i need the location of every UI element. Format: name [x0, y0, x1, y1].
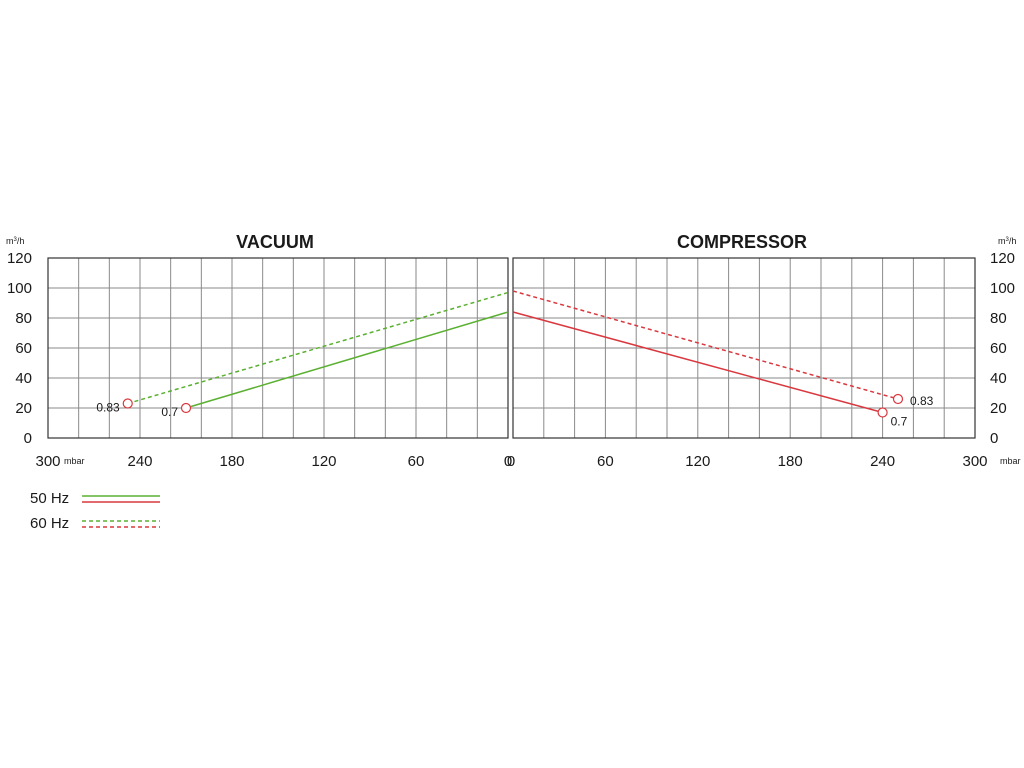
x-tick-label: 0	[507, 453, 515, 470]
chart-panel-vacuum: VACUUM 300 240 180 120 60 0 mbar 120 100 80 60 40 20 0…	[6, 232, 512, 470]
series-line-50hz-solid	[512, 311, 883, 414]
y-tick-label: 80	[15, 310, 32, 327]
plot-frame	[512, 257, 976, 439]
series-line-50hz-solid	[185, 311, 509, 409]
chart-panel-compressor: COMPRESSOR 0 60 120 180 240 300 mbar 120 100 80 60 4…	[507, 232, 1021, 470]
x-tick-label: 0	[504, 453, 512, 470]
y-tick-label: 20	[990, 400, 1007, 417]
chart-title: COMPRESSOR	[677, 232, 807, 252]
y-tick-label: 20	[15, 400, 32, 417]
y-axis-unit-label: m3/h	[998, 236, 1016, 246]
y-tick-label: 40	[15, 370, 32, 387]
y-tick-label: 0	[990, 430, 998, 447]
y-tick-label: 100	[990, 280, 1015, 297]
y-tick-label: 0	[24, 430, 32, 447]
legend-label: 50 Hz	[30, 490, 69, 507]
annotation-label: 0.83	[910, 394, 934, 408]
annotation-label: 0.83	[96, 401, 120, 415]
chart-title: VACUUM	[236, 232, 314, 252]
y-axis-unit-label: m3/h	[6, 236, 24, 246]
y-tick-label: 60	[15, 340, 32, 357]
endpoint-marker	[180, 402, 192, 414]
x-tick-label: 300	[35, 453, 60, 470]
endpoint-marker	[892, 393, 904, 405]
series-line-60hz-dashed	[512, 290, 899, 400]
y-tick-label: 120	[7, 250, 32, 267]
y-tick-label: 120	[990, 250, 1015, 267]
legend: 50 Hz 60 Hz	[30, 490, 160, 532]
x-axis-unit-label: mbar	[1000, 456, 1021, 466]
x-tick-label: 180	[778, 453, 803, 470]
annotation-label: 0.7	[161, 405, 178, 419]
x-tick-label: 180	[219, 453, 244, 470]
endpoint-marker	[122, 398, 133, 409]
x-tick-label: 240	[870, 453, 895, 470]
legend-label: 60 Hz	[30, 515, 69, 532]
y-tick-label: 40	[990, 370, 1007, 387]
x-tick-label: 60	[408, 453, 425, 470]
plot-frame	[47, 257, 509, 439]
series-line-60hz-dashed	[127, 291, 509, 405]
endpoint-marker	[877, 407, 888, 418]
x-tick-label: 60	[597, 453, 614, 470]
x-tick-label: 120	[685, 453, 710, 470]
y-tick-label: 100	[7, 280, 32, 297]
x-tick-label: 120	[311, 453, 336, 470]
x-axis-unit-label: mbar	[64, 456, 85, 466]
x-tick-label: 240	[127, 453, 152, 470]
x-tick-label: 300	[962, 453, 987, 470]
y-tick-label: 60	[990, 340, 1007, 357]
y-tick-label: 80	[990, 310, 1007, 327]
annotation-label: 0.7	[891, 415, 908, 429]
